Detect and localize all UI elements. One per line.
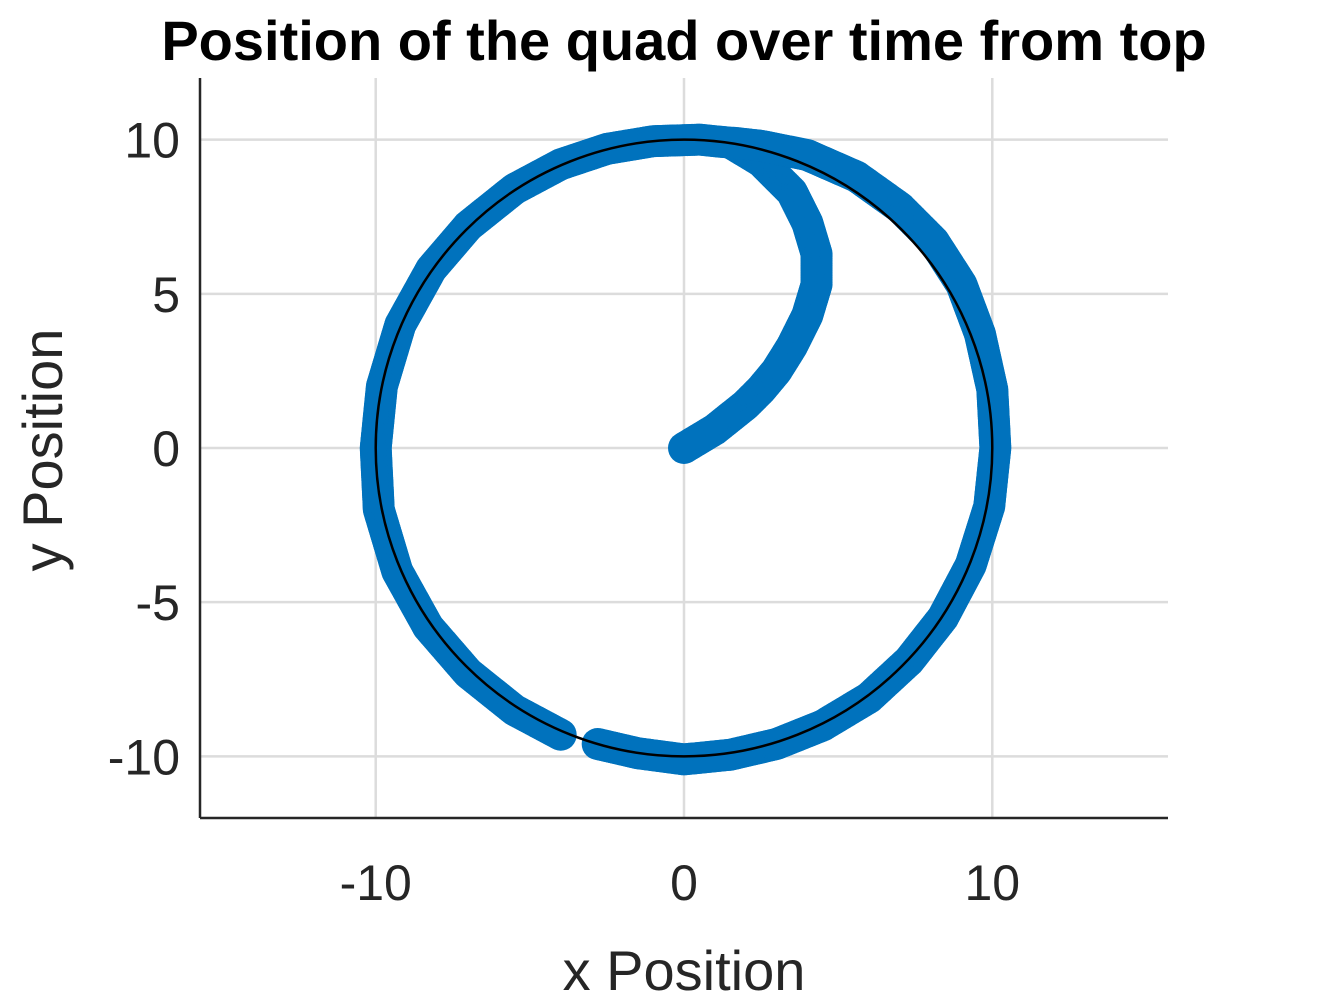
x-tick-label: 10 xyxy=(964,855,1020,911)
x-tick-label: -10 xyxy=(340,855,412,911)
y-axis-label: y Position xyxy=(11,329,74,572)
y-tick-label: 0 xyxy=(152,421,180,477)
reference-circle-series xyxy=(374,138,994,758)
trajectory-series xyxy=(359,123,1012,776)
y-tick-label: 5 xyxy=(152,267,180,323)
axes xyxy=(198,78,1168,820)
y-tick-label: -10 xyxy=(108,729,180,785)
x-tick-label: 0 xyxy=(670,855,698,911)
y-tick-label: -5 xyxy=(136,575,180,631)
reference-circle-line xyxy=(374,138,994,758)
tick-labels: -10 0 10 -10 -5 0 5 10 xyxy=(108,113,1020,911)
x-axis-label: x Position xyxy=(563,939,806,1001)
y-tick-label: 10 xyxy=(124,113,180,169)
chart-title: Position of the quad over time from top xyxy=(161,9,1206,72)
